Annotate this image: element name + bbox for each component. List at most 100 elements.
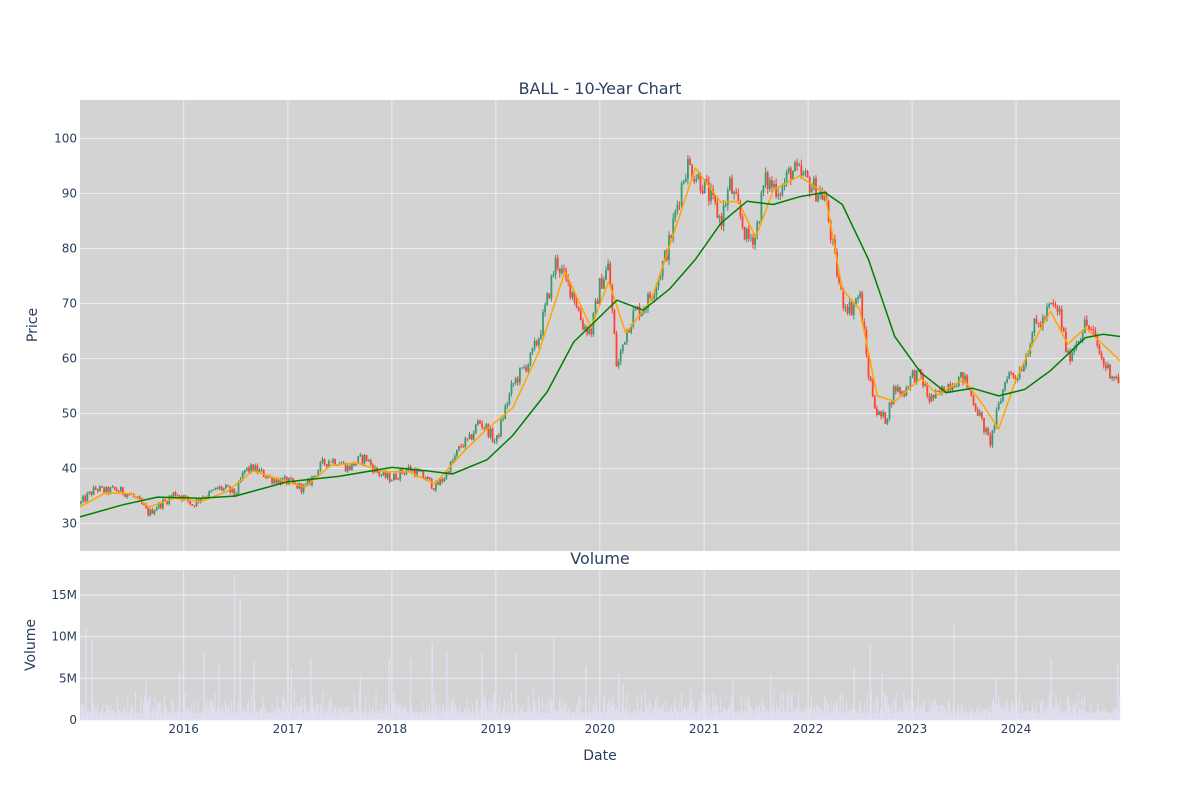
- volume-bar: [1006, 699, 1008, 720]
- candle-body: [359, 455, 362, 457]
- volume-bar: [501, 712, 503, 720]
- volume-spike-bar: [618, 673, 620, 720]
- volume-bar: [1026, 701, 1028, 720]
- volume-bar: [685, 706, 686, 720]
- volume-bar: [461, 712, 463, 720]
- volume-bar: [651, 713, 653, 720]
- volume-bar: [98, 712, 100, 720]
- candle-body: [779, 194, 782, 196]
- volume-bar: [954, 709, 956, 720]
- volume-bar: [380, 701, 382, 720]
- volume-bar: [731, 700, 733, 720]
- volume-bar: [720, 698, 722, 720]
- volume-bar: [1072, 703, 1074, 720]
- candle-body: [544, 304, 546, 313]
- volume-bar: [844, 711, 846, 720]
- candle-body: [878, 411, 880, 415]
- candle-body: [997, 403, 1000, 410]
- volume-bar: [998, 696, 1000, 720]
- volume-bar: [909, 698, 911, 720]
- volume-bar: [198, 713, 200, 720]
- candle-body: [936, 391, 939, 392]
- candle-body: [911, 370, 914, 377]
- volume-bar: [926, 711, 928, 720]
- volume-bar: [350, 712, 352, 720]
- volume-bar: [560, 707, 562, 720]
- volume-bar: [670, 704, 672, 720]
- candle-body: [817, 194, 819, 202]
- volume-bar: [106, 705, 108, 720]
- candle-body: [1018, 370, 1021, 379]
- volume-bar: [1114, 708, 1115, 720]
- volume-bar: [128, 712, 130, 720]
- volume-bar: [1082, 710, 1084, 720]
- candle-body: [336, 465, 339, 466]
- volume-bar: [347, 705, 348, 720]
- volume-bar: [772, 705, 774, 720]
- candle-body: [882, 412, 885, 417]
- volume-bar: [652, 705, 654, 720]
- volume-spike-bar: [388, 659, 390, 720]
- volume-spike-bar: [409, 658, 412, 720]
- candle-body: [120, 487, 122, 492]
- volume-bar: [126, 712, 127, 720]
- candle-body: [250, 464, 252, 472]
- volume-bar: [321, 707, 322, 720]
- candle-body: [281, 478, 284, 485]
- volume-bar: [678, 701, 680, 720]
- volume-bar: [698, 709, 699, 720]
- volume-bar: [586, 712, 588, 720]
- volume-bar: [1107, 712, 1109, 720]
- volume-bar: [519, 708, 521, 720]
- volume-bar: [120, 711, 122, 720]
- candle-body: [426, 477, 429, 480]
- candle-body: [899, 386, 901, 394]
- volume-bar: [851, 706, 853, 720]
- candle-body: [886, 418, 889, 424]
- volume-bar: [648, 699, 650, 720]
- volume-bar: [353, 691, 355, 720]
- volume-bar: [1039, 702, 1041, 720]
- volume-bar: [1017, 713, 1019, 720]
- candle-body: [989, 435, 992, 446]
- volume-bar: [841, 712, 842, 720]
- volume-bar: [647, 709, 649, 720]
- candle-body: [155, 508, 158, 511]
- volume-bar: [1119, 695, 1121, 720]
- volume-bar: [790, 695, 792, 720]
- volume-bar: [215, 712, 217, 720]
- volume-bar: [379, 713, 381, 720]
- candle-body: [313, 475, 315, 477]
- candle-body: [558, 268, 561, 274]
- volume-bar: [378, 709, 380, 720]
- volume-bar: [176, 709, 178, 720]
- candle-body: [86, 493, 89, 502]
- date-tick-label: 2023: [897, 722, 928, 736]
- candle-body: [174, 492, 177, 496]
- volume-bar: [278, 708, 280, 720]
- candle-body: [166, 500, 168, 504]
- volume-bar: [1088, 711, 1089, 720]
- volume-bar: [135, 691, 137, 720]
- candle-body: [189, 501, 192, 505]
- candle-body: [109, 487, 112, 494]
- volume-bar: [588, 699, 590, 720]
- volume-bar: [839, 692, 841, 720]
- volume-spike-bar: [995, 679, 997, 720]
- candle-body: [323, 459, 326, 465]
- date-tick-label: 2021: [689, 722, 720, 736]
- volume-bar: [470, 712, 472, 720]
- volume-bar: [340, 708, 342, 720]
- candle-body: [1083, 319, 1086, 333]
- candle-body: [193, 505, 196, 507]
- volume-bar: [556, 709, 558, 720]
- candle-body: [745, 228, 748, 240]
- volume-bar: [716, 706, 718, 720]
- volume-bar: [986, 708, 988, 720]
- volume-bar: [815, 712, 816, 720]
- volume-bar: [896, 709, 898, 720]
- candle-body: [1069, 350, 1071, 362]
- volume-bar: [557, 710, 559, 720]
- candle-body: [267, 476, 269, 478]
- volume-bar: [785, 712, 787, 720]
